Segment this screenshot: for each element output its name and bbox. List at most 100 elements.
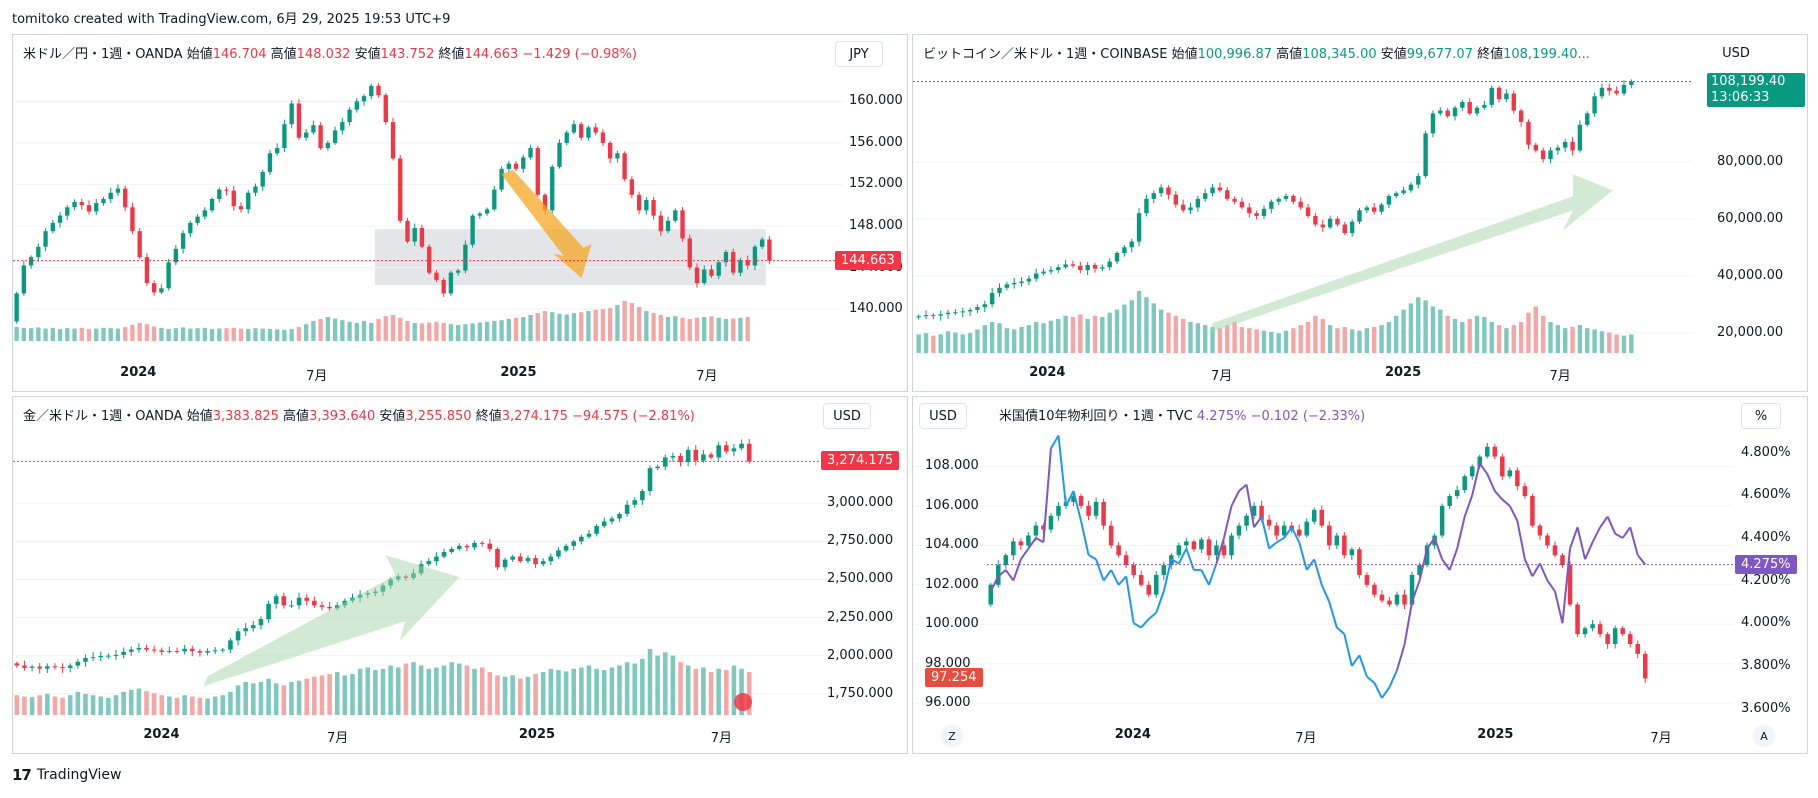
volume-bar	[479, 667, 485, 715]
yield-line-segment	[1268, 541, 1278, 550]
volume-bar	[159, 695, 165, 715]
yield-line-segment	[1456, 516, 1466, 549]
xauusd-chart-svg[interactable]	[13, 397, 907, 753]
candle-body	[1477, 456, 1482, 467]
candle-body	[50, 222, 55, 232]
attribution-header: tomitoko created with TradingView.com, 6…	[12, 12, 451, 27]
volume-bar	[457, 663, 462, 715]
volume-bar	[701, 667, 706, 715]
candle-body	[953, 312, 958, 314]
legend-open-label: 始値	[1171, 47, 1198, 62]
candle-body	[617, 513, 622, 519]
candle-body	[52, 666, 58, 668]
candle-body	[1259, 505, 1264, 520]
candle-body	[136, 648, 142, 650]
candle-body	[327, 606, 332, 609]
right-scale-label: 3.800%	[1741, 657, 1791, 673]
yield-line-segment	[1569, 526, 1579, 549]
yield-line-segment	[1328, 601, 1338, 628]
volume-bar	[441, 665, 447, 715]
volume-bar	[1570, 326, 1575, 353]
candle-body	[1244, 515, 1249, 526]
candle-body	[658, 215, 663, 232]
volume-bar	[380, 668, 386, 715]
yield-line-segment	[1553, 591, 1564, 624]
candle-body	[1298, 201, 1303, 208]
candle-body	[1078, 265, 1083, 271]
candle-body	[487, 543, 493, 549]
btcusd-chart-svg[interactable]	[913, 35, 1807, 391]
yield-line-segment	[1411, 580, 1421, 603]
volume-bar	[694, 317, 700, 341]
currency-unit-button[interactable]: USD	[823, 403, 871, 429]
candle-body	[1530, 496, 1535, 526]
legend-high-label: 高値	[270, 47, 297, 62]
panel-us10y[interactable]: USD 米国債10年物利回り・1週・TVC 4.275% −0.102 (−2.…	[912, 396, 1808, 754]
candle-body	[1560, 555, 1565, 566]
panel-xauusd[interactable]: 金／米ドル・1週・OANDA 始値3,383.825 高値3,393.640 安…	[12, 396, 908, 754]
volume-bar	[101, 327, 106, 341]
yield-line-segment	[1463, 494, 1474, 517]
price-scale-label: 140.000	[849, 301, 903, 317]
us10y-chart-svg[interactable]	[913, 397, 1807, 753]
candle-body	[1291, 196, 1296, 202]
time-axis-label: 2025	[1477, 727, 1514, 742]
volume-bar	[636, 307, 642, 341]
candle-body	[137, 231, 142, 258]
volume-bar	[1357, 330, 1362, 353]
panel-btcusd[interactable]: ビットコイン／米ドル・1週・COINBASE 始値100,996.87 高値10…	[912, 34, 1808, 392]
candle-body	[670, 455, 676, 458]
yield-line-segment	[1065, 490, 1075, 507]
candle-body	[563, 545, 569, 551]
panel-usdjpy[interactable]: 米ドル／円・1週・OANDA 始値146.704 高値148.032 安値143…	[12, 34, 908, 392]
auto-scale-a-button[interactable]: A	[1753, 725, 1775, 747]
time-axis-label: 2024	[1114, 727, 1151, 742]
candle-body	[267, 153, 273, 172]
zoom-z-button[interactable]: Z	[941, 725, 963, 747]
candle-body	[1334, 535, 1340, 546]
candle-body	[1311, 509, 1317, 522]
volume-bar	[525, 676, 531, 715]
volume-bar	[1577, 325, 1583, 353]
volume-bar	[506, 319, 511, 341]
volume-bar	[1599, 331, 1605, 353]
volume-bar	[373, 670, 378, 715]
candle-body	[311, 125, 316, 133]
trend-arrow	[203, 555, 460, 687]
currency-unit-button[interactable]: USD	[1713, 41, 1759, 65]
right-last-tag: 4.275%	[1735, 554, 1797, 574]
candle-body	[724, 445, 729, 452]
candle-body	[1026, 278, 1032, 282]
legend-symbol: 金／米ドル・1週・OANDA	[23, 409, 183, 424]
candle-body	[557, 142, 562, 167]
yield-line-segment	[1230, 490, 1240, 507]
yield-line-segment	[1366, 675, 1376, 684]
candle-body	[1575, 604, 1580, 635]
yield-line-segment	[1185, 548, 1195, 571]
time-axis-label: 7月	[306, 369, 328, 384]
candle-body	[1129, 241, 1134, 248]
volume-bar	[967, 333, 973, 353]
yield-line-segment	[1388, 669, 1398, 688]
left-unit-button[interactable]: USD	[919, 403, 967, 429]
candle-body	[601, 521, 607, 527]
currency-unit-button[interactable]: JPY	[835, 41, 883, 67]
volume-bar	[1078, 314, 1083, 353]
right-unit-button[interactable]: %	[1741, 403, 1781, 429]
candle-body	[513, 163, 519, 169]
yield-line-segment	[1148, 611, 1157, 620]
candle-body	[441, 279, 446, 294]
volume-bar	[340, 320, 345, 341]
candle-body	[390, 122, 396, 159]
candle-body	[273, 596, 279, 604]
candle-body	[1319, 509, 1325, 526]
usdjpy-chart-svg[interactable]	[13, 35, 907, 391]
candle-body	[159, 288, 164, 293]
candle-body	[195, 216, 200, 223]
candle-body	[1402, 594, 1407, 605]
brand-name: TradingView	[36, 767, 122, 783]
candle-body	[1335, 218, 1340, 225]
left-scale-label: 106.000	[925, 497, 979, 513]
right-scale-label: 4.400%	[1741, 529, 1791, 545]
candle-body	[86, 205, 92, 212]
